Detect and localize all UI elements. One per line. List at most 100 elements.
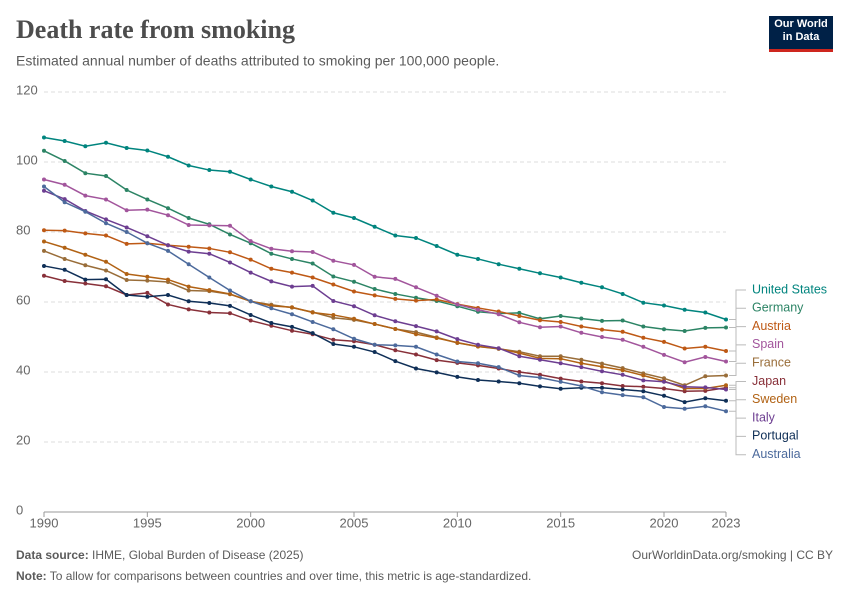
point — [393, 348, 398, 353]
point — [538, 325, 542, 330]
legend-label: Sweden — [752, 392, 797, 406]
point — [703, 396, 708, 401]
source-text: IHME, Global Burden of Disease (2025) — [92, 548, 303, 562]
point — [62, 197, 67, 202]
point — [104, 284, 108, 289]
point — [414, 352, 418, 357]
series-line — [43, 275, 727, 393]
point — [83, 252, 88, 257]
point — [517, 314, 522, 318]
logo-text-box: Our World in Data — [774, 18, 828, 43]
point — [517, 381, 522, 386]
point — [455, 340, 460, 345]
x-tick-label: 2015 — [546, 515, 575, 530]
point — [42, 135, 46, 140]
point — [724, 325, 728, 330]
point — [372, 313, 377, 318]
point — [124, 293, 129, 297]
point — [476, 378, 480, 383]
label-connector — [729, 326, 746, 352]
point — [104, 197, 108, 202]
point — [145, 207, 150, 212]
point — [600, 364, 604, 369]
point — [248, 270, 253, 275]
point — [558, 379, 563, 384]
point — [145, 148, 150, 153]
point — [682, 307, 687, 312]
point — [104, 268, 108, 273]
legend-label: Portugal — [752, 429, 799, 443]
legend-label: Japan — [752, 374, 786, 388]
point — [703, 354, 708, 359]
label-connector — [729, 410, 746, 456]
point — [641, 324, 646, 329]
point — [290, 305, 294, 310]
logo[interactable]: Our World in Data — [769, 16, 833, 52]
point — [166, 302, 170, 307]
point — [517, 310, 522, 315]
point — [228, 260, 232, 265]
point — [579, 384, 584, 388]
point — [496, 346, 501, 351]
point — [104, 140, 108, 145]
point — [352, 336, 356, 341]
label-connector — [729, 389, 746, 419]
point — [310, 249, 315, 254]
point — [352, 216, 356, 220]
label-connector — [729, 289, 746, 320]
point — [434, 297, 439, 302]
point — [434, 329, 439, 334]
point — [517, 320, 522, 325]
point — [331, 298, 336, 303]
point — [724, 317, 728, 322]
point — [290, 256, 294, 261]
point — [166, 293, 170, 297]
point — [476, 307, 480, 312]
point — [579, 330, 584, 335]
point — [496, 365, 501, 370]
point — [620, 393, 625, 398]
point — [42, 184, 46, 189]
point — [145, 290, 150, 295]
point — [269, 251, 274, 256]
point — [352, 316, 356, 321]
point — [414, 366, 418, 371]
point — [269, 279, 274, 284]
point — [393, 343, 398, 348]
point — [228, 288, 232, 293]
point — [600, 361, 604, 366]
point — [207, 301, 212, 306]
point — [124, 230, 129, 234]
point — [269, 323, 274, 328]
point — [434, 336, 439, 341]
point — [517, 354, 522, 359]
point — [290, 249, 294, 254]
point — [331, 312, 336, 317]
point — [124, 277, 129, 282]
point — [600, 318, 604, 323]
point — [83, 263, 88, 268]
series-line — [43, 185, 727, 412]
point — [124, 208, 129, 213]
point — [145, 294, 150, 299]
point — [579, 324, 584, 329]
point — [538, 318, 542, 323]
point — [517, 370, 522, 374]
url[interactable]: OurWorldinData.org/smoking | CC BY — [632, 548, 833, 562]
point — [620, 318, 625, 323]
point — [476, 342, 480, 347]
source-label: Data source: — [16, 548, 89, 562]
point — [372, 350, 377, 355]
point — [310, 310, 315, 315]
point — [207, 168, 212, 173]
point — [641, 344, 646, 349]
series-line — [43, 150, 727, 332]
point — [186, 299, 191, 304]
point — [641, 300, 646, 305]
point — [269, 306, 274, 311]
point — [124, 272, 129, 276]
note-label: Note: — [16, 569, 47, 583]
point — [538, 271, 542, 276]
point — [62, 256, 67, 261]
point — [83, 144, 88, 149]
